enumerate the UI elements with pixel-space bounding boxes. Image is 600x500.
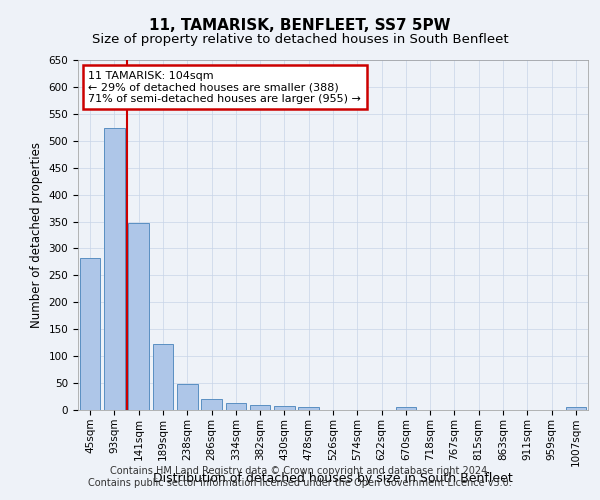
Text: Size of property relative to detached houses in South Benfleet: Size of property relative to detached ho…: [92, 32, 508, 46]
Bar: [566, 408, 586, 410]
Bar: [128, 223, 149, 410]
Text: 11 TAMARISK: 104sqm
← 29% of detached houses are smaller (388)
71% of semi-detac: 11 TAMARISK: 104sqm ← 29% of detached ho…: [88, 70, 361, 104]
Bar: [152, 344, 173, 410]
Bar: [226, 403, 246, 410]
X-axis label: Distribution of detached houses by size in South Benfleet: Distribution of detached houses by size …: [153, 472, 513, 484]
Y-axis label: Number of detached properties: Number of detached properties: [30, 142, 43, 328]
Text: 11, TAMARISK, BENFLEET, SS7 5PW: 11, TAMARISK, BENFLEET, SS7 5PW: [149, 18, 451, 32]
Bar: [201, 399, 222, 410]
Bar: [177, 384, 197, 410]
Bar: [104, 128, 125, 410]
Bar: [274, 406, 295, 410]
Bar: [80, 258, 100, 410]
Bar: [250, 404, 271, 410]
Bar: [395, 408, 416, 410]
Bar: [298, 408, 319, 410]
Text: Contains HM Land Registry data © Crown copyright and database right 2024.
Contai: Contains HM Land Registry data © Crown c…: [88, 466, 512, 487]
